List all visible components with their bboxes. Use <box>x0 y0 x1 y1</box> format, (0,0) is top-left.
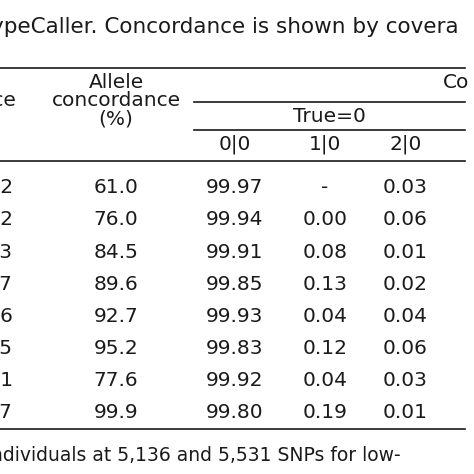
Text: 95.2: 95.2 <box>94 339 138 358</box>
Text: 99.94: 99.94 <box>206 210 264 229</box>
Text: 0.13: 0.13 <box>302 275 347 294</box>
Text: 0.01: 0.01 <box>383 403 428 422</box>
Text: 0.04: 0.04 <box>302 307 347 326</box>
Text: ypeCaller. Concordance is shown by covera: ypeCaller. Concordance is shown by cover… <box>0 17 458 36</box>
Text: 2.1: 2.1 <box>0 371 13 390</box>
Text: 1|0: 1|0 <box>309 135 341 154</box>
Text: -: - <box>321 178 328 197</box>
Text: ndividuals at 5,136 and 5,531 SNPs for low-: ndividuals at 5,136 and 5,531 SNPs for l… <box>0 447 400 465</box>
Text: concordance: concordance <box>52 91 181 110</box>
Text: 99.93: 99.93 <box>206 307 264 326</box>
Text: Co: Co <box>443 73 469 92</box>
Text: 5.6: 5.6 <box>0 307 13 326</box>
Text: 0.02: 0.02 <box>383 275 428 294</box>
Text: 0.08: 0.08 <box>302 243 347 262</box>
Text: 0|0: 0|0 <box>219 135 251 154</box>
Text: 0.19: 0.19 <box>302 403 347 422</box>
Text: 9.7: 9.7 <box>0 275 13 294</box>
Text: 0.06: 0.06 <box>383 339 428 358</box>
Text: 76.0: 76.0 <box>94 210 138 229</box>
Text: 2|0: 2|0 <box>389 135 421 154</box>
Text: 0.03: 0.03 <box>383 371 428 390</box>
Text: 0.3: 0.3 <box>0 243 13 262</box>
Text: (%): (%) <box>99 109 134 128</box>
Text: 9.7: 9.7 <box>0 403 13 422</box>
Text: 0.12: 0.12 <box>302 339 347 358</box>
Text: Allele: Allele <box>89 73 144 92</box>
Text: 99.80: 99.80 <box>206 403 264 422</box>
Text: 0.06: 0.06 <box>383 210 428 229</box>
Text: 0.03: 0.03 <box>383 178 428 197</box>
Text: 99.85: 99.85 <box>206 275 264 294</box>
Text: 7.2: 7.2 <box>0 210 13 229</box>
Text: 0.04: 0.04 <box>302 371 347 390</box>
Text: 99.92: 99.92 <box>206 371 264 390</box>
Text: 0.04: 0.04 <box>383 307 428 326</box>
Text: 92.7: 92.7 <box>94 307 138 326</box>
Text: 77.6: 77.6 <box>94 371 138 390</box>
Text: 99.83: 99.83 <box>206 339 264 358</box>
Text: ace: ace <box>0 91 17 110</box>
Text: 2.2: 2.2 <box>0 178 13 197</box>
Text: 0.5: 0.5 <box>0 339 13 358</box>
Text: 0.00: 0.00 <box>302 210 347 229</box>
Text: True=0: True=0 <box>293 107 366 126</box>
Text: 89.6: 89.6 <box>94 275 138 294</box>
Text: 99.9: 99.9 <box>94 403 138 422</box>
Text: 0.01: 0.01 <box>383 243 428 262</box>
Text: 84.5: 84.5 <box>94 243 138 262</box>
Text: 61.0: 61.0 <box>94 178 138 197</box>
Text: 99.97: 99.97 <box>206 178 264 197</box>
Text: 99.91: 99.91 <box>206 243 264 262</box>
